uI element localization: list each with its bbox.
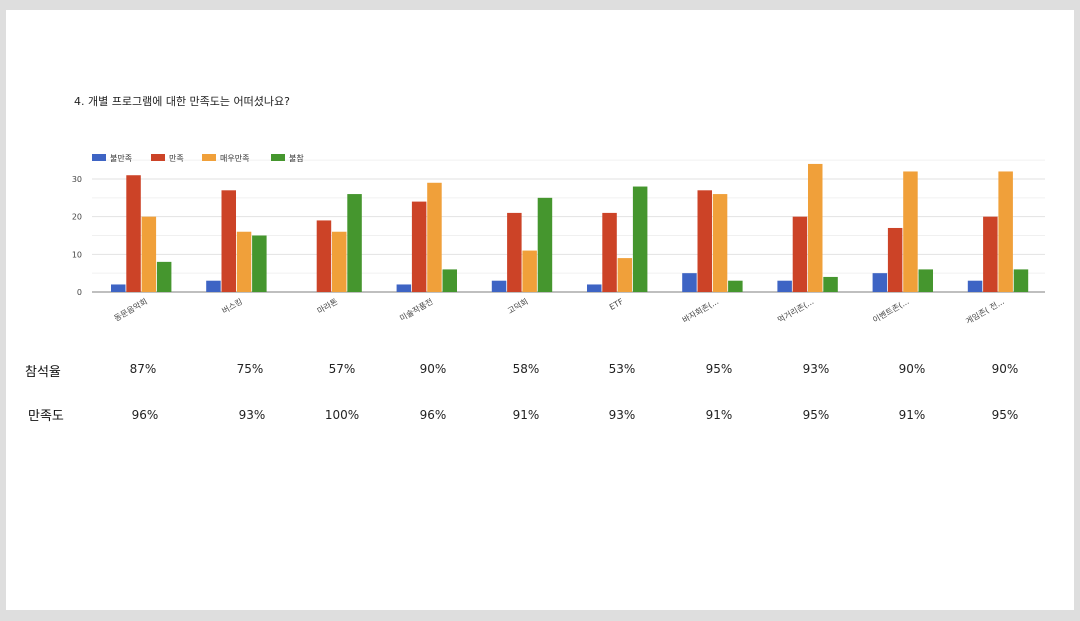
- attendance-value: 90%: [991, 362, 1019, 376]
- attendance-value: 75%: [236, 362, 264, 376]
- bar-0: [206, 280, 221, 292]
- x-tick-label: 고덕회: [506, 296, 530, 316]
- legend-swatch: [202, 154, 216, 161]
- satisfaction-value: 93%: [608, 408, 636, 422]
- bar-1: [792, 216, 808, 292]
- attendance-value: 53%: [608, 362, 636, 376]
- bar-0: [396, 284, 412, 292]
- bar-0: [872, 273, 888, 292]
- attendance-value: 90%: [898, 362, 926, 376]
- bar-2: [427, 182, 442, 292]
- bar-3: [632, 186, 648, 292]
- x-tick-label: ETF: [608, 297, 625, 312]
- bar-0: [777, 280, 792, 292]
- x-tick-label: 게임존( 전...: [964, 296, 1006, 326]
- attendance-value: 90%: [419, 362, 447, 376]
- bar-0: [587, 284, 602, 292]
- bar-1: [316, 220, 332, 292]
- satisfaction-value: 91%: [512, 408, 540, 422]
- bar-1: [507, 212, 522, 292]
- legend-swatch: [92, 154, 106, 161]
- attendance-value: 87%: [129, 362, 157, 376]
- attendance-value: 93%: [802, 362, 830, 376]
- bar-2: [998, 171, 1013, 292]
- satisfaction-value: 100%: [324, 408, 360, 422]
- attendance-value: 58%: [512, 362, 540, 376]
- x-tick-label: 바자회존(...: [680, 296, 720, 325]
- bar-1: [697, 190, 712, 292]
- bar-2: [617, 258, 633, 292]
- legend-label: 불만족: [110, 153, 132, 163]
- satisfaction-value: 96%: [419, 408, 447, 422]
- x-tick-label: 미술작품전: [398, 296, 435, 323]
- attendance-value: 95%: [705, 362, 733, 376]
- bar-2: [141, 216, 157, 292]
- satisfaction-value: 91%: [705, 408, 733, 422]
- bar-2: [332, 231, 347, 292]
- bar-0: [682, 273, 697, 292]
- bar-3: [537, 197, 553, 292]
- bar-3: [156, 261, 172, 292]
- bar-0: [491, 280, 507, 292]
- satisfaction-value: 93%: [238, 408, 266, 422]
- bar-2: [712, 194, 728, 292]
- bar-1: [983, 216, 998, 292]
- bar-0: [111, 284, 126, 292]
- y-tick-label: 20: [72, 213, 82, 222]
- bar-0: [967, 280, 983, 292]
- legend-swatch: [271, 154, 285, 161]
- row-label-attendance: 참석율: [25, 365, 61, 380]
- x-tick-label: 버스킹: [220, 296, 244, 316]
- satisfaction-value: 96%: [131, 408, 159, 422]
- legend-label: 불참: [289, 153, 304, 163]
- satisfaction-value: 95%: [991, 408, 1019, 422]
- bar-3: [347, 194, 362, 292]
- bar-2: [808, 163, 823, 292]
- satisfaction-value: 91%: [898, 408, 926, 422]
- legend-label: 매우만족: [220, 154, 249, 163]
- bar-2: [236, 231, 252, 292]
- bar-3: [823, 276, 838, 292]
- bar-3: [728, 280, 743, 292]
- question-title: 4. 개별 프로그램에 대한 만족도는 어떠셨나요?: [74, 95, 290, 108]
- bar-3: [252, 235, 267, 292]
- bar-1: [887, 227, 903, 292]
- y-tick-label: 30: [72, 175, 82, 184]
- y-tick-label: 0: [77, 288, 82, 297]
- card: [6, 10, 1074, 610]
- bar-3: [442, 269, 457, 292]
- bar-1: [126, 175, 141, 292]
- attendance-value: 57%: [328, 362, 356, 376]
- row-label-satisfaction: 만족도: [28, 409, 64, 424]
- x-tick-label: 마라톤: [316, 297, 340, 316]
- y-tick-label: 10: [72, 250, 82, 259]
- bar-3: [918, 269, 933, 292]
- satisfaction-value: 95%: [802, 408, 830, 422]
- x-tick-label: 먹거리존(...: [776, 296, 816, 325]
- bar-1: [602, 212, 617, 292]
- bar-2: [903, 171, 918, 292]
- bar-1: [221, 190, 236, 292]
- legend-label: 만족: [169, 154, 184, 163]
- x-tick-label: 이벤트존(...: [871, 296, 911, 325]
- legend-swatch: [151, 154, 165, 161]
- bar-2: [522, 250, 537, 292]
- bar-3: [1013, 269, 1029, 292]
- x-tick-label: 동문음악회: [112, 296, 149, 323]
- bar-1: [411, 201, 427, 292]
